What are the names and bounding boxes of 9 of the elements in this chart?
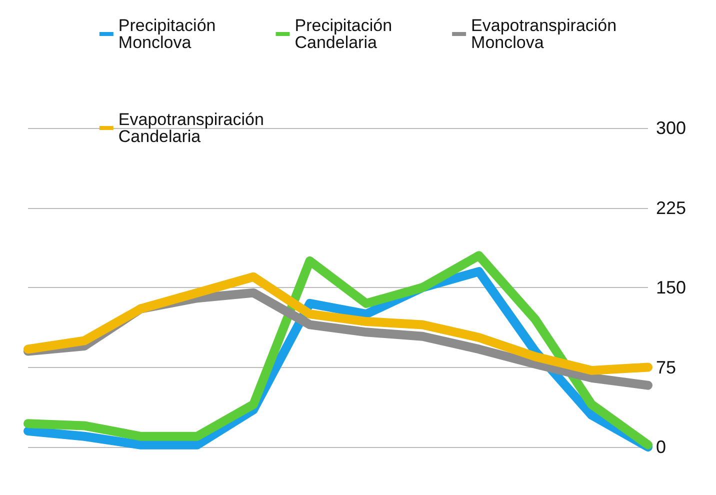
y-tick-label: 150 <box>656 278 686 298</box>
legend-label: Evapotranspiración Monclova <box>471 16 617 52</box>
y-tick-label: 0 <box>656 437 666 457</box>
y-tick-label: 225 <box>656 198 686 218</box>
legend-label: Evapotranspiración Candelaria <box>118 110 264 146</box>
legend-label: Precipitación Candelaria <box>294 16 392 52</box>
legend-label: Precipitación Monclova <box>118 16 216 52</box>
y-tick-label: 75 <box>656 357 676 378</box>
y-tick-label: 300 <box>656 118 686 138</box>
